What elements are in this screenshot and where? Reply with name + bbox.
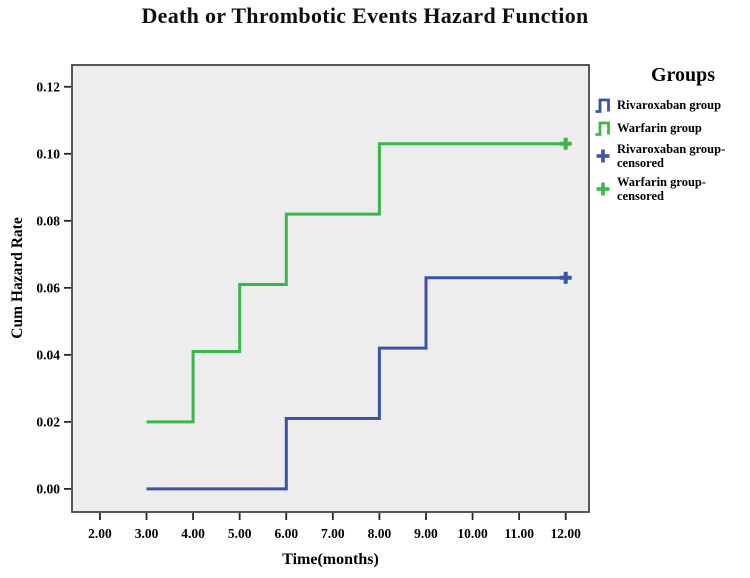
legend-item: Rivaroxaban group xyxy=(594,96,750,114)
x-tick-label: 6.00 xyxy=(274,526,298,541)
chart-title: Death or Thrombotic Events Hazard Functi… xyxy=(141,3,589,28)
x-tick-label: 11.00 xyxy=(504,526,534,541)
legend-item-label: Warfarin group- censored xyxy=(617,175,707,203)
step-line-glyph xyxy=(595,98,610,113)
y-tick-label: 0.08 xyxy=(36,214,60,229)
x-tick-label: 9.00 xyxy=(414,526,438,541)
x-tick-label: 7.00 xyxy=(321,526,345,541)
step-line-glyph xyxy=(595,121,610,136)
legend-item-label: Warfarin group xyxy=(617,121,702,135)
plus-censored-icon xyxy=(596,149,610,163)
x-tick-label: 12.00 xyxy=(551,526,582,541)
series-line-rivaroxaban-group xyxy=(146,276,566,491)
plus-censored-icon xyxy=(596,182,610,196)
y-tick-label: 0.00 xyxy=(36,482,60,497)
step-line-icon xyxy=(595,98,610,113)
legend-item: Warfarin group xyxy=(594,119,750,137)
y-tick-label: 0.10 xyxy=(36,146,60,161)
plot-area xyxy=(71,64,590,513)
x-tick-label: 2.00 xyxy=(88,526,112,541)
x-tick-label: 8.00 xyxy=(368,526,392,541)
y-axis-title: Cum Hazard Rate xyxy=(9,217,26,339)
series-line-warfarin-group xyxy=(146,142,566,424)
x-tick-label: 4.00 xyxy=(181,526,205,541)
y-tick-label: 0.12 xyxy=(36,79,60,94)
legend-item: Rivaroxaban group- censored xyxy=(594,142,750,170)
legend-title: Groups xyxy=(650,64,716,86)
legend-item-label: Rivaroxaban group xyxy=(617,98,722,112)
x-tick-label: 5.00 xyxy=(228,526,252,541)
x-axis-title: Time(months) xyxy=(282,551,379,568)
y-tick-label: 0.04 xyxy=(36,348,60,363)
step-line-icon xyxy=(595,121,610,136)
y-tick-label: 0.02 xyxy=(36,415,60,430)
legend-item-label: Rivaroxaban group- censored xyxy=(617,142,726,170)
legend: Groups Rivaroxaban group Warfarin group … xyxy=(594,64,750,208)
y-tick-label: 0.06 xyxy=(36,281,60,296)
x-tick-label: 10.00 xyxy=(457,526,488,541)
legend-item: Warfarin group- censored xyxy=(594,175,750,203)
x-tick-label: 3.00 xyxy=(135,526,159,541)
